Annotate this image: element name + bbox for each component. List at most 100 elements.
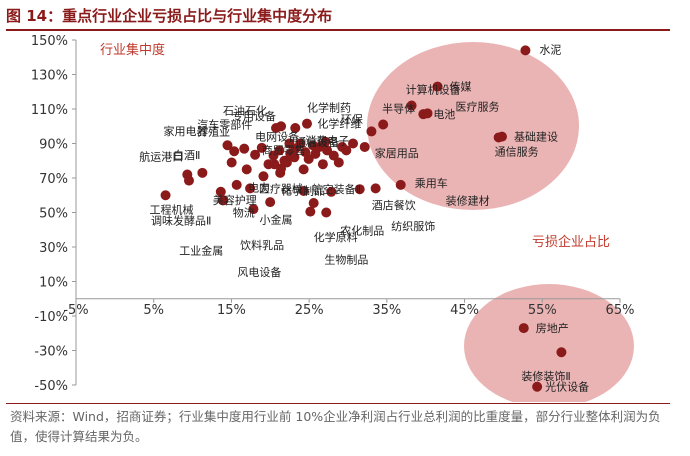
scatter-point — [406, 100, 417, 111]
scatter-point — [265, 197, 276, 208]
y-tick-label: 70% — [39, 172, 68, 187]
scatter-point — [239, 143, 250, 154]
scatter-point — [333, 157, 344, 168]
x-tick-label: 35% — [372, 303, 401, 318]
point-label: 石油石化 — [223, 103, 267, 117]
scatter-point — [248, 204, 259, 215]
x-tick-label: 45% — [450, 303, 479, 318]
scatter-point — [317, 159, 328, 170]
points-group — [160, 45, 567, 392]
scatter-point — [197, 167, 208, 178]
point-label: 房地产 — [536, 321, 569, 335]
loss-ratio-annotation: 亏损企业占比 — [532, 234, 610, 250]
point-label: 工程机械 — [150, 202, 194, 216]
point-label: 专用设备 — [232, 109, 276, 123]
x-tick-label: 25% — [295, 303, 324, 318]
point-label: 通信设备 — [295, 135, 339, 149]
scatter-point — [183, 175, 194, 186]
scatter-point — [395, 179, 406, 190]
point-label: 酒店餐饮 — [372, 198, 416, 212]
x-tick-label: 15% — [217, 303, 246, 318]
y-tick-label: 10% — [39, 276, 68, 291]
point-label: 水泥 — [539, 43, 561, 56]
title-rule — [6, 29, 670, 31]
y-tick-label: 130% — [31, 69, 68, 84]
scatter-point — [226, 157, 237, 168]
scatter-point — [328, 150, 339, 161]
point-label: 美容护理 — [213, 193, 257, 207]
y-tick-label: 110% — [31, 103, 68, 118]
scatter-point — [229, 146, 240, 157]
point-label: 环保 — [341, 112, 363, 126]
scatter-point — [520, 45, 531, 56]
point-label: 汽车零部件 — [197, 118, 252, 132]
point-label: 家用电器 — [163, 124, 207, 138]
point-label: 消费电子 — [305, 134, 349, 148]
scatter-point — [281, 157, 292, 168]
point-label: 半导体 — [382, 102, 415, 116]
point-label: 化学制药 — [307, 101, 351, 115]
point-label: 传媒 — [450, 81, 472, 94]
point-label: 养殖业 — [197, 124, 230, 138]
point-label: 农化制品 — [340, 224, 384, 238]
axes-group: 150% 130% 110% 90% 70% 50% 30% 10% -10% -30% -50% -… — [31, 34, 635, 394]
y-tick-label: -50% — [34, 379, 68, 394]
scatter-chart: 150% 130% 110% 90% 70% 50% 30% 10% -10% -30% -50% -… — [31, 34, 635, 402]
scatter-point — [290, 122, 301, 133]
scatter-point — [422, 108, 433, 119]
scatter-point — [245, 183, 256, 194]
point-label: 纺织服饰 — [391, 219, 435, 233]
point-label: 生物制品 — [324, 253, 368, 267]
point-label: 航空装备Ⅱ — [312, 182, 361, 196]
point-label: 调味发酵品Ⅱ — [151, 214, 211, 228]
scatter-point — [231, 179, 242, 190]
point-label: 白酒Ⅱ — [173, 148, 200, 162]
point-label: 化学制品 — [281, 184, 325, 198]
scatter-point — [222, 140, 233, 151]
y-tick-label: 30% — [39, 241, 68, 256]
point-label: 商贸零售 — [262, 143, 306, 157]
x-tick-label: -5% — [63, 303, 88, 318]
scatter-point — [432, 81, 443, 92]
source-note: 资料来源：Wind，招商证券；行业集中度用行业前 10%企业净利润占行业总利润的… — [10, 409, 661, 444]
scatter-point — [307, 140, 318, 151]
point-label: 装修建材 — [446, 193, 490, 207]
scatter-point — [298, 164, 309, 175]
scatter-point — [354, 184, 365, 195]
high-concentration-ellipse — [367, 42, 579, 210]
scatter-point — [359, 141, 370, 152]
point-label: 乘用车 — [415, 176, 448, 190]
loss-ratio-ellipse — [464, 284, 634, 402]
y-tick-label: -30% — [34, 345, 68, 360]
scatter-point — [320, 136, 331, 147]
point-label: 物流 — [233, 205, 255, 219]
y-tick-label: 50% — [39, 207, 68, 222]
scatter-point — [250, 149, 261, 160]
point-label: 光伏设备 — [545, 380, 589, 394]
point-label: 基础建设 — [514, 130, 558, 144]
scatter-point — [378, 119, 389, 130]
point-label: 饮料乳品 — [240, 238, 284, 252]
scatter-point — [518, 323, 529, 334]
scatter-point — [301, 118, 312, 129]
y-tick-label: 150% — [31, 34, 68, 49]
point-label: 小金属 — [259, 212, 292, 226]
scatter-point — [290, 143, 301, 154]
scatter-point — [556, 347, 567, 358]
scatter-point — [218, 195, 229, 206]
scatter-point — [493, 132, 504, 143]
scatter-point — [366, 126, 377, 137]
point-label: 通信服务 — [495, 145, 539, 158]
scatter-point — [298, 185, 309, 196]
y-tick-label: -10% — [34, 310, 68, 325]
scatter-point — [308, 198, 319, 209]
scatter-point — [258, 171, 269, 182]
point-label: 电池 — [433, 108, 455, 121]
point-label: 电力 — [248, 181, 270, 194]
point-label: 航运港口 — [139, 150, 183, 164]
scatter-point — [274, 145, 285, 156]
scatter-point — [160, 190, 171, 201]
scatter-point — [215, 186, 226, 197]
concentration-annotation: 行业集中度 — [100, 42, 165, 58]
